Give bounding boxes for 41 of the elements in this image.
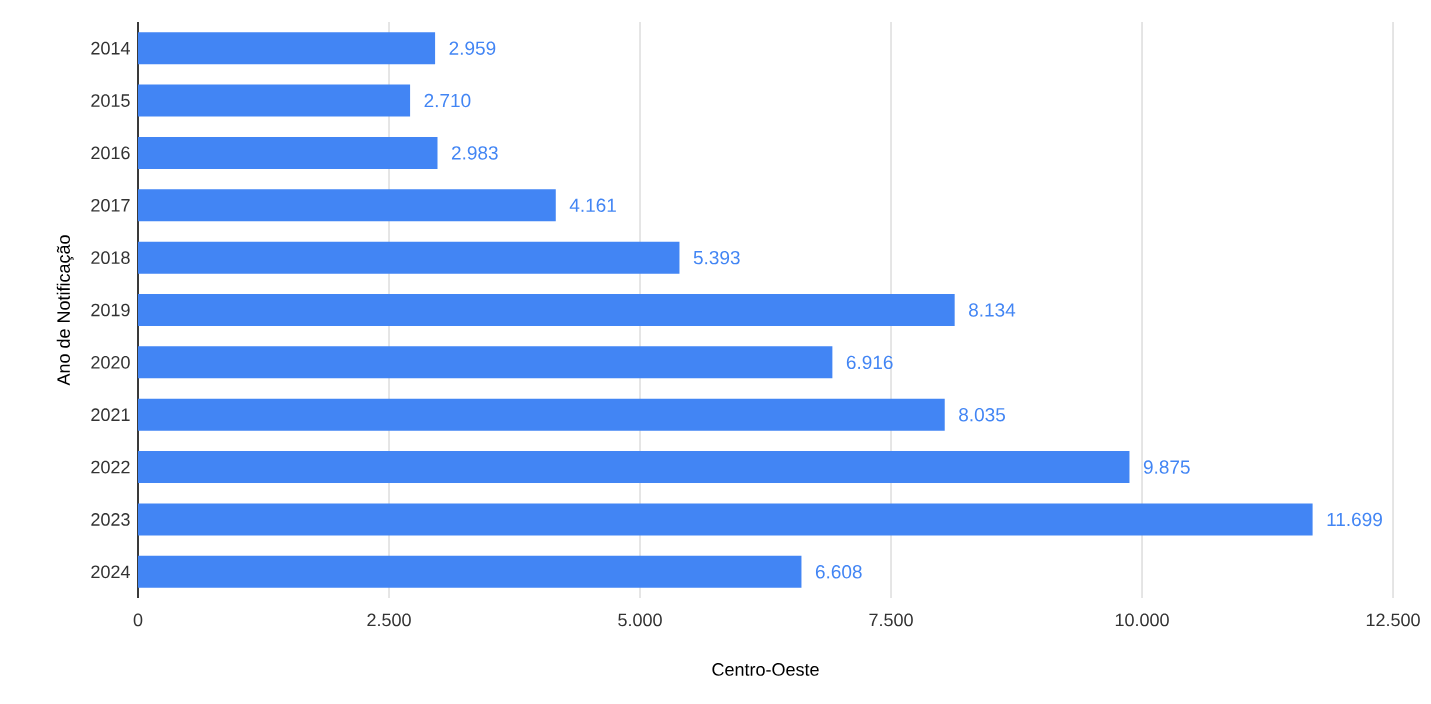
y-tick-label: 2015 xyxy=(91,94,130,107)
x-tick-label: 5.000 xyxy=(618,613,662,627)
x-tick-label: 2.500 xyxy=(367,613,411,627)
y-axis-title: Ano de Notificação xyxy=(56,235,74,386)
x-tick-label: 7.500 xyxy=(869,613,913,627)
bar xyxy=(138,32,436,65)
y-tick-label: 2019 xyxy=(91,303,130,317)
data-label: 4.161 xyxy=(569,198,616,212)
data-label: 2.710 xyxy=(424,93,471,108)
bar xyxy=(138,136,438,169)
data-label: 2.959 xyxy=(449,41,496,55)
data-label: 8.134 xyxy=(969,303,1016,317)
bar xyxy=(138,555,802,588)
bar xyxy=(138,189,556,222)
data-label: 6.608 xyxy=(815,565,862,579)
data-label: 2.983 xyxy=(451,146,498,160)
bar xyxy=(138,346,833,379)
bar xyxy=(138,503,1313,536)
y-tick-label: 2017 xyxy=(91,198,130,212)
y-tick-label: 2014 xyxy=(91,41,130,55)
x-tick-label: 12.500 xyxy=(1366,613,1420,627)
bar xyxy=(138,398,945,431)
data-label: 11.699 xyxy=(1327,512,1382,527)
bar xyxy=(138,451,1130,484)
bar xyxy=(138,241,680,274)
data-label: 5.393 xyxy=(693,250,740,265)
data-label: 9.875 xyxy=(1143,460,1190,474)
bar xyxy=(138,84,411,117)
bar xyxy=(138,294,955,326)
data-label: 6.916 xyxy=(846,355,893,370)
x-tick-label: 10.000 xyxy=(1115,613,1169,627)
y-tick-label: 2023 xyxy=(91,513,130,526)
y-tick-label: 2024 xyxy=(91,565,130,579)
y-tick-label: 2018 xyxy=(91,251,130,265)
x-tick-label: 0 xyxy=(133,613,143,627)
y-tick-label: 2022 xyxy=(91,460,130,474)
x-axis-title: Centro-Oeste xyxy=(712,663,819,676)
data-label: 8.035 xyxy=(959,408,1005,422)
y-tick-label: 2021 xyxy=(91,408,130,422)
y-tick-label: 2020 xyxy=(91,356,130,369)
y-tick-label: 2016 xyxy=(91,146,130,160)
